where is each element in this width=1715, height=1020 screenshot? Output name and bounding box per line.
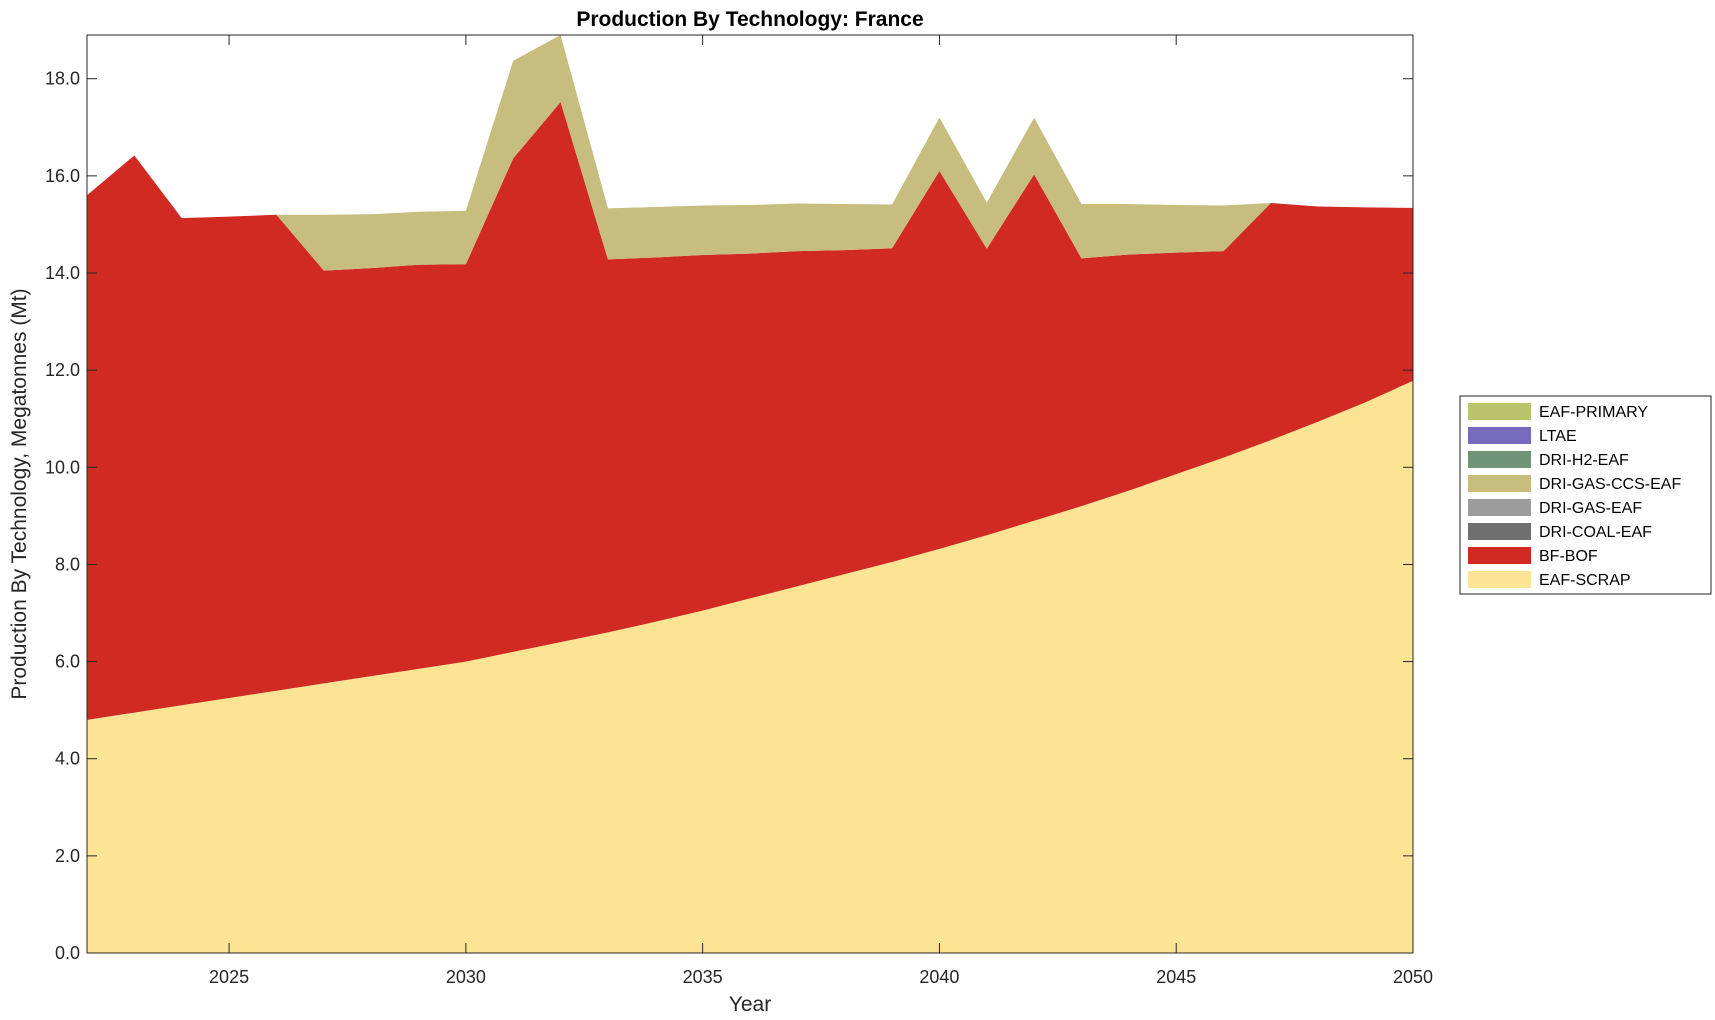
x-tick-label: 2025 [209,967,249,987]
y-axis-label: Production By Technology, Megatonnes (Mt… [8,288,31,699]
legend-label-dri-gas-eaf: DRI-GAS-EAF [1539,500,1642,517]
x-tick-label: 2040 [919,967,959,987]
x-axis-label: Year [729,993,771,1016]
x-tick-label: 2030 [446,967,486,987]
legend-swatch-dri-coal-eaf [1468,523,1531,540]
axis-ticks-group: 2025 2030 2035 2040 2045 2050 0.0 2.0 4.0 6.0 8.0 1… [45,35,1433,987]
x-tick-label: 2035 [683,967,723,987]
legend-swatch-dri-gas-ccs-eaf [1468,475,1531,492]
area-series-group [87,35,1413,954]
y-tick-label: 14.0 [45,263,80,283]
legend-label-eaf-primary: EAF-PRIMARY [1539,404,1648,421]
area-dri-gas-ccs-eaf [87,35,1413,271]
legend-label-eaf-scrap: EAF-SCRAP [1539,572,1631,589]
legend-swatch-eaf-primary [1468,403,1531,420]
legend-swatch-ltae [1468,427,1531,444]
y-tick-label: 4.0 [55,749,80,769]
area-eaf-scrap [87,380,1413,954]
y-tick-label: 16.0 [45,166,80,186]
legend-label-dri-h2-eaf: DRI-H2-EAF [1539,452,1629,469]
y-tick-label: 12.0 [45,360,80,380]
plot-frame [86,34,1414,954]
y-tick-label: 18.0 [45,69,80,89]
legend-swatch-dri-gas-eaf [1468,499,1531,516]
legend-label-bf-bof: BF-BOF [1539,548,1598,565]
legend-swatch-dri-h2-eaf [1468,451,1531,468]
chart-title: Production By Technology: France [576,8,923,31]
area-bf-bof [87,102,1413,720]
legend-swatch-eaf-scrap [1468,571,1531,588]
legend-label-ltae: LTAE [1539,428,1577,445]
legend-swatch-bf-bof [1468,547,1531,564]
y-tick-label: 10.0 [45,457,80,477]
x-tick-label: 2050 [1393,967,1433,987]
y-tick-label: 8.0 [55,554,80,574]
x-tick-label: 2045 [1156,967,1196,987]
legend-label-dri-coal-eaf: DRI-COAL-EAF [1539,524,1652,541]
y-tick-label: 0.0 [55,943,80,963]
y-tick-label: 2.0 [55,846,80,866]
y-tick-label: 6.0 [55,652,80,672]
legend: EAF-PRIMARY LTAE DRI-H2-EAF DRI-GAS-CCS-EAF… [1459,395,1712,595]
legend-label-dri-gas-ccs-eaf: DRI-GAS-CCS-EAF [1539,476,1681,493]
